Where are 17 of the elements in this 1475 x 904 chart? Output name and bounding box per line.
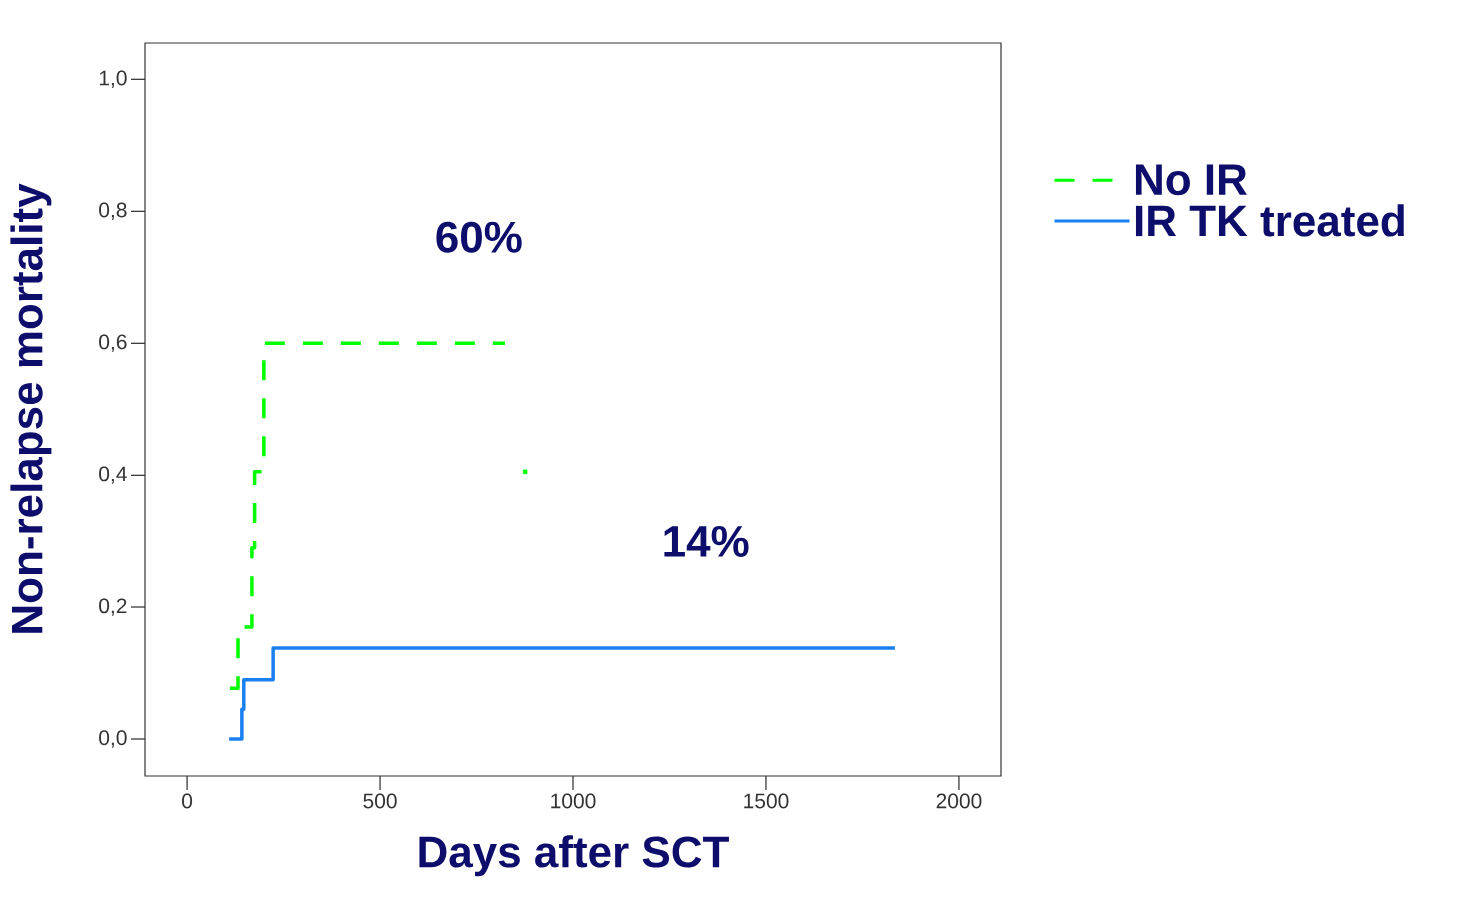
y-tick-label: 0,6 [99, 334, 127, 352]
annotation: 60% [436, 221, 522, 253]
annotation: 14% [664, 525, 749, 557]
y-tick-label: 0,2 [99, 598, 127, 616]
y-tick-label: 1,0 [99, 70, 127, 88]
x-axis-title: Days after SCT [419, 835, 729, 877]
y-tick-label: 0,0 [99, 730, 127, 748]
legend-label: No IR [1135, 164, 1247, 196]
x-tick-label: 1000 [551, 793, 596, 809]
y-axis-title: Non-relapse mortality [10, 183, 52, 633]
y-tick-label: 0,4 [99, 466, 127, 484]
y-tick-label: 0,8 [99, 202, 127, 220]
x-tick-label: 1500 [744, 793, 789, 809]
x-tick-label: 2000 [936, 793, 982, 809]
x-tick-label: 500 [363, 793, 397, 809]
x-tick-label: 0 [182, 793, 193, 809]
legend-label: IR TK treated [1135, 204, 1404, 237]
